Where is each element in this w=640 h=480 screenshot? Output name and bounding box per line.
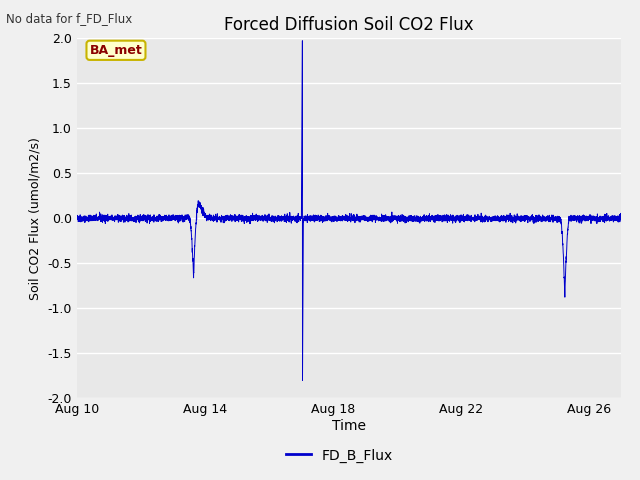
Title: Forced Diffusion Soil CO2 Flux: Forced Diffusion Soil CO2 Flux bbox=[224, 16, 474, 34]
Text: No data for f_FD_Flux: No data for f_FD_Flux bbox=[6, 12, 132, 25]
Y-axis label: Soil CO2 Flux (umol/m2/s): Soil CO2 Flux (umol/m2/s) bbox=[29, 137, 42, 300]
Text: BA_met: BA_met bbox=[90, 44, 142, 57]
Legend: FD_B_Flux: FD_B_Flux bbox=[280, 443, 399, 468]
X-axis label: Time: Time bbox=[332, 419, 366, 433]
